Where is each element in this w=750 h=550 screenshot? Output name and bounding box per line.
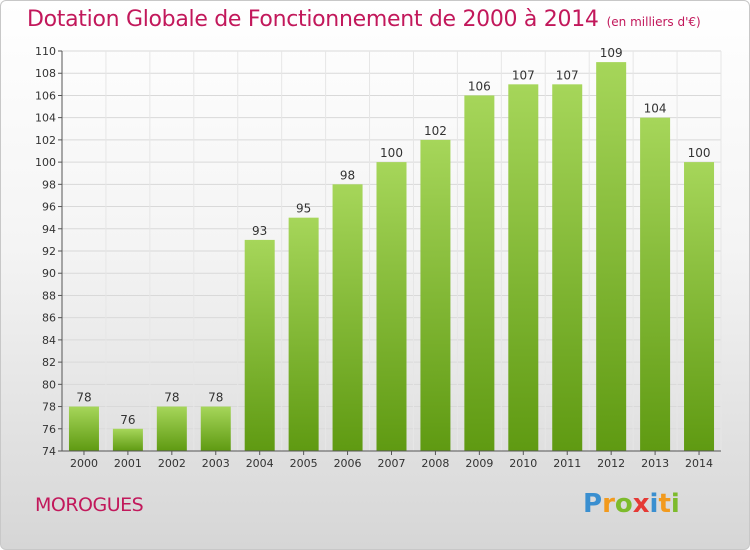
- y-tick-label: 78: [42, 401, 56, 414]
- x-tick-label-2013: 2013: [641, 457, 669, 470]
- bar-2001: [112, 428, 143, 451]
- value-label-2004: 93: [252, 224, 267, 238]
- bars: [68, 62, 715, 452]
- y-tick-label: 102: [35, 134, 56, 147]
- y-tick-label: 88: [42, 289, 56, 302]
- bar-2006: [332, 184, 363, 452]
- x-tick-label-2004: 2004: [246, 457, 274, 470]
- x-tick-label-2014: 2014: [685, 457, 713, 470]
- x-tick-label-2011: 2011: [553, 457, 581, 470]
- bar-2008: [420, 139, 451, 451]
- value-label-2014: 100: [688, 146, 711, 160]
- bar-2007: [376, 162, 407, 451]
- y-tick-label: 92: [42, 245, 56, 258]
- bar-2005: [288, 217, 319, 451]
- bar-2014: [684, 162, 715, 451]
- y-tick-label: 94: [42, 223, 56, 236]
- value-label-2012: 109: [600, 46, 623, 60]
- value-label-2010: 107: [512, 68, 535, 82]
- y-tick-label: 106: [35, 89, 56, 102]
- x-tick-label-2002: 2002: [158, 457, 186, 470]
- x-tick-label-2008: 2008: [421, 457, 449, 470]
- bar-2011: [552, 84, 583, 451]
- x-tick-label-2003: 2003: [202, 457, 230, 470]
- y-tick-label: 100: [35, 156, 56, 169]
- value-label-2002: 78: [164, 391, 179, 405]
- bar-2010: [508, 84, 539, 451]
- y-tick-label: 80: [42, 378, 56, 391]
- labels: 74 76 78 80 82 84 86 88 90 92 94 96 98 100 102 104 106 10…: [35, 45, 713, 470]
- x-tick-label-2007: 2007: [378, 457, 406, 470]
- value-label-2008: 102: [424, 124, 447, 138]
- value-label-2003: 78: [208, 391, 223, 405]
- axes: [58, 50, 721, 455]
- municipality-name: MOROGUES: [35, 494, 144, 516]
- bar-2013: [640, 117, 671, 452]
- y-tick-label: 74: [42, 445, 56, 458]
- value-label-2006: 98: [340, 168, 355, 182]
- y-tick-label: 86: [42, 312, 56, 325]
- value-label-2000: 78: [76, 391, 91, 405]
- x-tick-label-2010: 2010: [509, 457, 537, 470]
- y-tick-label: 76: [42, 423, 56, 436]
- x-tick-label-2005: 2005: [290, 457, 318, 470]
- chart-title-text: Dotation Globale de Fonctionnement de 20…: [27, 7, 599, 32]
- value-label-2011: 107: [556, 68, 579, 82]
- y-tick-label: 108: [35, 67, 56, 80]
- y-tick-label: 104: [35, 112, 56, 125]
- x-tick-label-2012: 2012: [597, 457, 625, 470]
- y-tick-label: 82: [42, 356, 56, 369]
- bar-2000: [68, 406, 99, 451]
- bar-2002: [156, 406, 187, 451]
- x-tick-label-2009: 2009: [465, 457, 493, 470]
- bar-2003: [200, 406, 231, 451]
- value-label-2001: 76: [120, 413, 135, 427]
- proxiti-logo[interactable]: Proxiti: [583, 489, 680, 519]
- y-tick-label: 110: [35, 45, 56, 58]
- value-label-2013: 104: [644, 102, 667, 116]
- x-tick-label-2000: 2000: [70, 457, 98, 470]
- bar-2012: [596, 62, 627, 451]
- x-tick-label-2006: 2006: [334, 457, 362, 470]
- y-tick-label: 98: [42, 178, 56, 191]
- chart-unit: (en milliers d'€): [606, 15, 701, 29]
- bar-2009: [464, 95, 495, 451]
- value-label-2005: 95: [296, 202, 311, 216]
- value-label-2007: 100: [380, 146, 403, 160]
- bar-2004: [244, 239, 275, 451]
- y-tick-label: 96: [42, 201, 56, 214]
- value-label-2009: 106: [468, 79, 491, 93]
- x-tick-label-2001: 2001: [114, 457, 142, 470]
- y-tick-label: 84: [42, 334, 56, 347]
- chart-title: Dotation Globale de Fonctionnement de 20…: [27, 7, 701, 32]
- y-tick-label: 90: [42, 267, 56, 280]
